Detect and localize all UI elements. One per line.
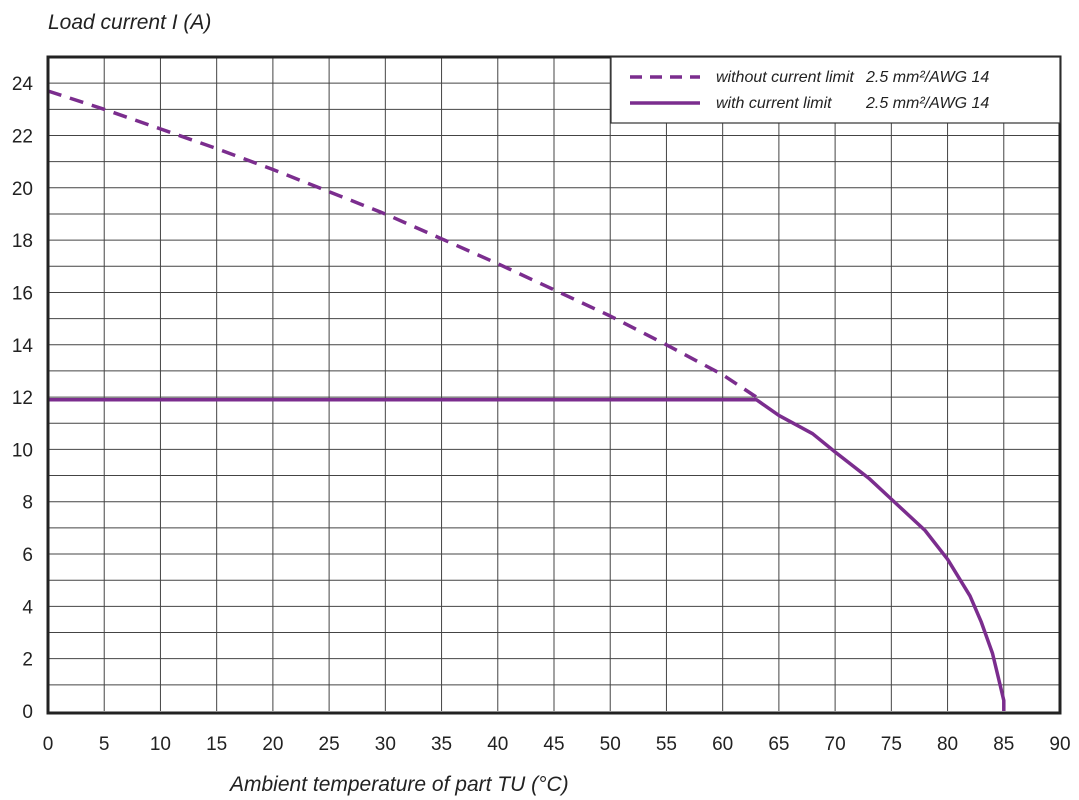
y-tick-label: 20 (12, 179, 33, 200)
legend: without current limit 2.5 mm²/AWG 14 wit… (610, 56, 1061, 124)
legend-box (610, 56, 1061, 124)
x-tick-label: 50 (600, 734, 621, 755)
x-tick-label: 20 (262, 734, 283, 755)
y-tick-label: 10 (12, 440, 33, 461)
x-tick-label: 45 (543, 734, 564, 755)
y-tick-label: 16 (12, 283, 33, 304)
legend-conductor-without-limit: 2.5 mm²/AWG 14 (865, 69, 989, 86)
x-tick-label: 25 (319, 734, 340, 755)
x-tick-label: 40 (487, 734, 508, 755)
series-layer (47, 89, 1006, 711)
x-tick-label: 35 (431, 734, 452, 755)
x-tick-label: 15 (206, 734, 227, 755)
y-axis-title: Load current I (A) (48, 11, 211, 34)
x-tick-label: 30 (375, 734, 396, 755)
y-tick-label: 22 (12, 126, 33, 147)
x-axis-title: Ambient temperature of part TU (°C) (228, 773, 569, 796)
y-tick-label: 0 (22, 702, 33, 723)
x-tick-label: 65 (768, 734, 789, 755)
y-tick-label: 14 (12, 336, 34, 357)
x-tick-label: 90 (1049, 734, 1070, 755)
x-tick-label: 80 (937, 734, 958, 755)
series-line-with-limit (48, 397, 1006, 711)
x-tick-label: 0 (43, 734, 54, 755)
x-tick-label: 55 (656, 734, 677, 755)
y-tick-label: 12 (12, 388, 33, 409)
legend-label-without-limit: without current limit (716, 69, 854, 86)
legend-label-with-limit: with current limit (716, 95, 832, 112)
x-tick-label: 5 (99, 734, 110, 755)
series-line-without-limit (47, 89, 758, 399)
y-tick-label: 6 (22, 545, 33, 566)
y-tick-label: 8 (22, 493, 33, 514)
x-tick-label: 10 (150, 734, 171, 755)
x-tick-labels: 0 5 10 15 20 25 30 35 40 45 50 55 60 65 70 75 80 85 90 (43, 734, 1071, 755)
x-tick-label: 60 (712, 734, 733, 755)
plot-frame (46, 55, 1062, 715)
grid (48, 57, 1060, 711)
y-tick-label: 2 (22, 650, 33, 671)
x-tick-label: 70 (825, 734, 846, 755)
y-tick-label: 18 (12, 231, 33, 252)
x-tick-label: 85 (993, 734, 1014, 755)
y-tick-label: 24 (12, 74, 34, 95)
legend-conductor-with-limit: 2.5 mm²/AWG 14 (865, 95, 989, 112)
y-tick-label: 4 (22, 597, 33, 618)
x-tick-label: 75 (881, 734, 902, 755)
